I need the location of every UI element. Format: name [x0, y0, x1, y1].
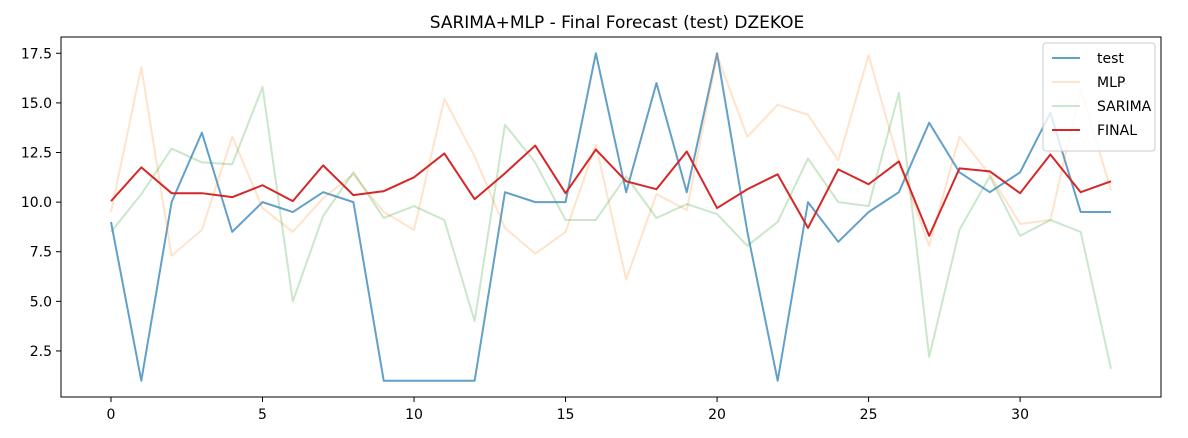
x-tick-label: 20 [708, 407, 726, 423]
series-line-sarima [111, 87, 1111, 369]
legend-label: FINAL [1097, 123, 1137, 139]
y-tick-label: 10.0 [21, 195, 52, 211]
x-tick-label: 10 [405, 407, 423, 423]
series-line-final [111, 146, 1111, 236]
series-layer [111, 53, 1111, 380]
series-line-test [111, 53, 1111, 380]
chart-title: SARIMA+MLP - Final Forecast (test) DZEKO… [430, 13, 805, 33]
plot-frame [61, 37, 1161, 397]
y-tick-label: 15.0 [21, 96, 52, 112]
x-tick-label: 25 [860, 407, 878, 423]
legend-label: SARIMA [1097, 99, 1152, 115]
y-tick-label: 17.5 [21, 46, 52, 62]
y-tick-label: 5.0 [30, 294, 52, 310]
y-axis: 2.5 5.0 7.5 10.0 12.5 15.0 17.5 [21, 46, 61, 360]
series-sarima [111, 87, 1111, 369]
legend-label: test [1097, 51, 1124, 67]
x-tick-label: 15 [557, 407, 575, 423]
y-tick-label: 7.5 [30, 245, 52, 261]
series-final [111, 146, 1111, 236]
legend-label: MLP [1097, 75, 1125, 91]
x-tick-label: 0 [107, 407, 116, 423]
x-axis: 0 5 10 15 20 25 30 [107, 397, 1029, 423]
x-tick-label: 30 [1011, 407, 1029, 423]
series-test [111, 53, 1111, 380]
x-tick-label: 5 [258, 407, 267, 423]
y-tick-label: 12.5 [21, 146, 52, 162]
y-tick-label: 2.5 [30, 344, 52, 360]
legend: test MLP SARIMA FINAL [1043, 43, 1155, 151]
